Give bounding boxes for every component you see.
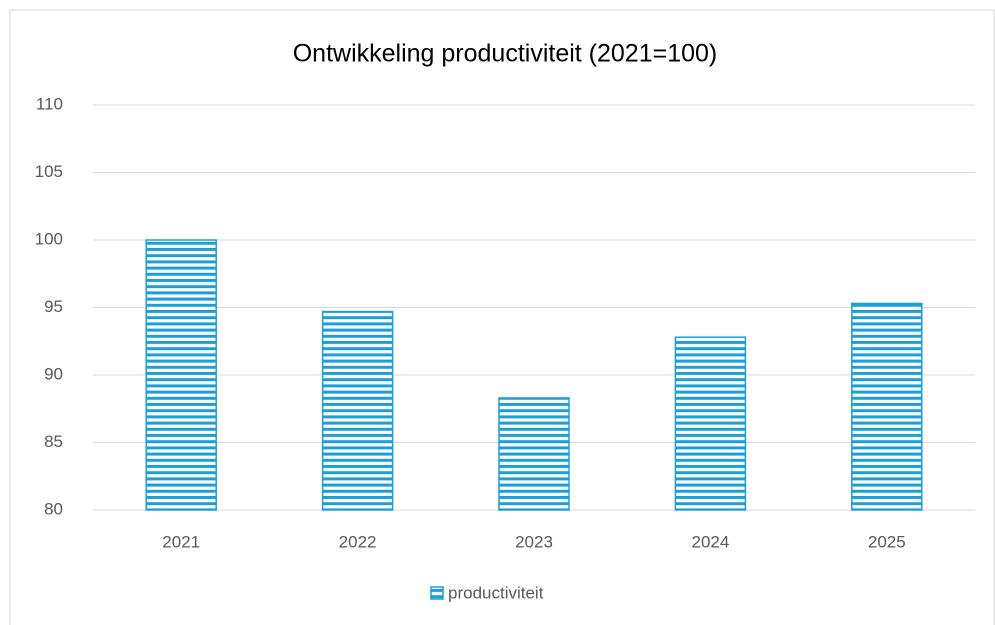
y-tick-label: 80 [44, 499, 63, 518]
y-tick-label: 90 [44, 364, 63, 383]
bar [674, 336, 747, 511]
bar [145, 239, 217, 511]
x-tick-label: 2023 [515, 532, 553, 551]
bar [851, 302, 923, 511]
x-tick-label: 2024 [691, 532, 729, 551]
legend-swatch [430, 586, 444, 600]
x-tick-label: 2025 [868, 532, 906, 551]
bar [498, 397, 570, 511]
y-tick-label: 110 [36, 94, 63, 113]
y-tick-label: 85 [44, 432, 63, 451]
y-tick-label: 105 [35, 162, 63, 181]
x-tick-label: 2021 [162, 532, 200, 551]
bar [321, 310, 394, 511]
legend-label: productiviteit [448, 583, 544, 602]
y-tick-label: 95 [44, 297, 63, 316]
y-tick-label: 100 [35, 229, 63, 248]
x-tick-label: 2022 [339, 532, 377, 551]
chart-title: Ontwikkeling productiviteit (2021=100) [293, 40, 718, 68]
